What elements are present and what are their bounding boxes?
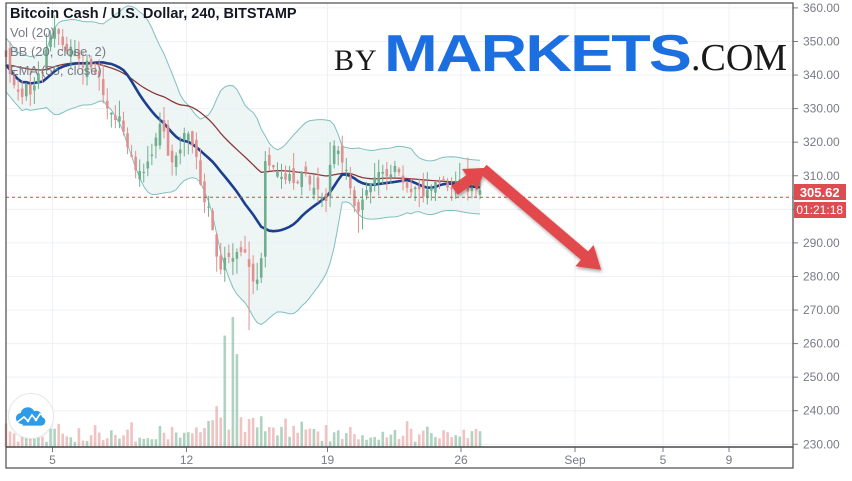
svg-text:320.00: 320.00 — [803, 135, 840, 149]
svg-text:250.00: 250.00 — [803, 370, 840, 384]
svg-text:5: 5 — [49, 453, 56, 467]
svg-text:350.00: 350.00 — [803, 34, 840, 48]
svg-text:230.00: 230.00 — [803, 437, 840, 451]
svg-text:270.00: 270.00 — [803, 303, 840, 317]
svg-text:BY: BY — [334, 44, 378, 77]
svg-text:26: 26 — [454, 453, 468, 467]
svg-text:310.00: 310.00 — [803, 169, 840, 183]
svg-text:9: 9 — [726, 453, 733, 467]
svg-text:330.00: 330.00 — [803, 102, 840, 116]
svg-text:360.00: 360.00 — [803, 1, 840, 15]
svg-text:5: 5 — [660, 453, 667, 467]
svg-text:.COM: .COM — [691, 37, 787, 79]
svg-text:240.00: 240.00 — [803, 404, 840, 418]
svg-text:12: 12 — [180, 453, 194, 467]
svg-text:260.00: 260.00 — [803, 337, 840, 351]
svg-text:340.00: 340.00 — [803, 68, 840, 82]
svg-text:Vol (20): Vol (20) — [10, 25, 55, 40]
svg-text:Sep: Sep — [564, 453, 586, 467]
svg-text:280.00: 280.00 — [803, 269, 840, 283]
svg-text:MARKETS: MARKETS — [384, 25, 690, 83]
svg-text:19: 19 — [321, 453, 335, 467]
svg-text:EMA (55, close): EMA (55, close) — [10, 63, 102, 78]
svg-text:Bitcoin Cash / U.S. Dollar, 24: Bitcoin Cash / U.S. Dollar, 240, BITSTAM… — [10, 6, 297, 22]
svg-text:290.00: 290.00 — [803, 236, 840, 250]
svg-text:BB (20, close, 2): BB (20, close, 2) — [10, 44, 106, 59]
